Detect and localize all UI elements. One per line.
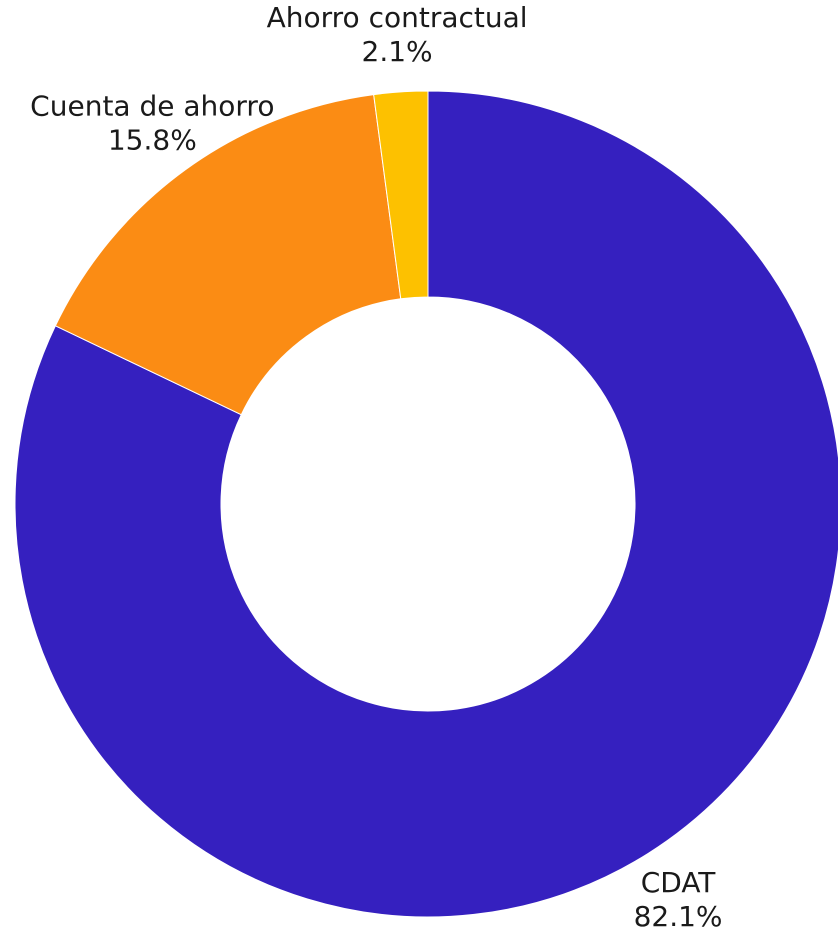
- slice-label: Ahorro contractual: [267, 1, 528, 34]
- slice-label: CDAT: [641, 866, 717, 899]
- slice-label: Cuenta de ahorro: [30, 90, 274, 123]
- pie-slice: [54, 94, 402, 416]
- slice-value-label: 82.1%: [634, 900, 723, 933]
- slice-value-label: 2.1%: [362, 35, 433, 68]
- slice-value-label: 15.8%: [108, 124, 197, 157]
- pie-slice: [373, 90, 429, 300]
- pie-slice: [14, 90, 838, 918]
